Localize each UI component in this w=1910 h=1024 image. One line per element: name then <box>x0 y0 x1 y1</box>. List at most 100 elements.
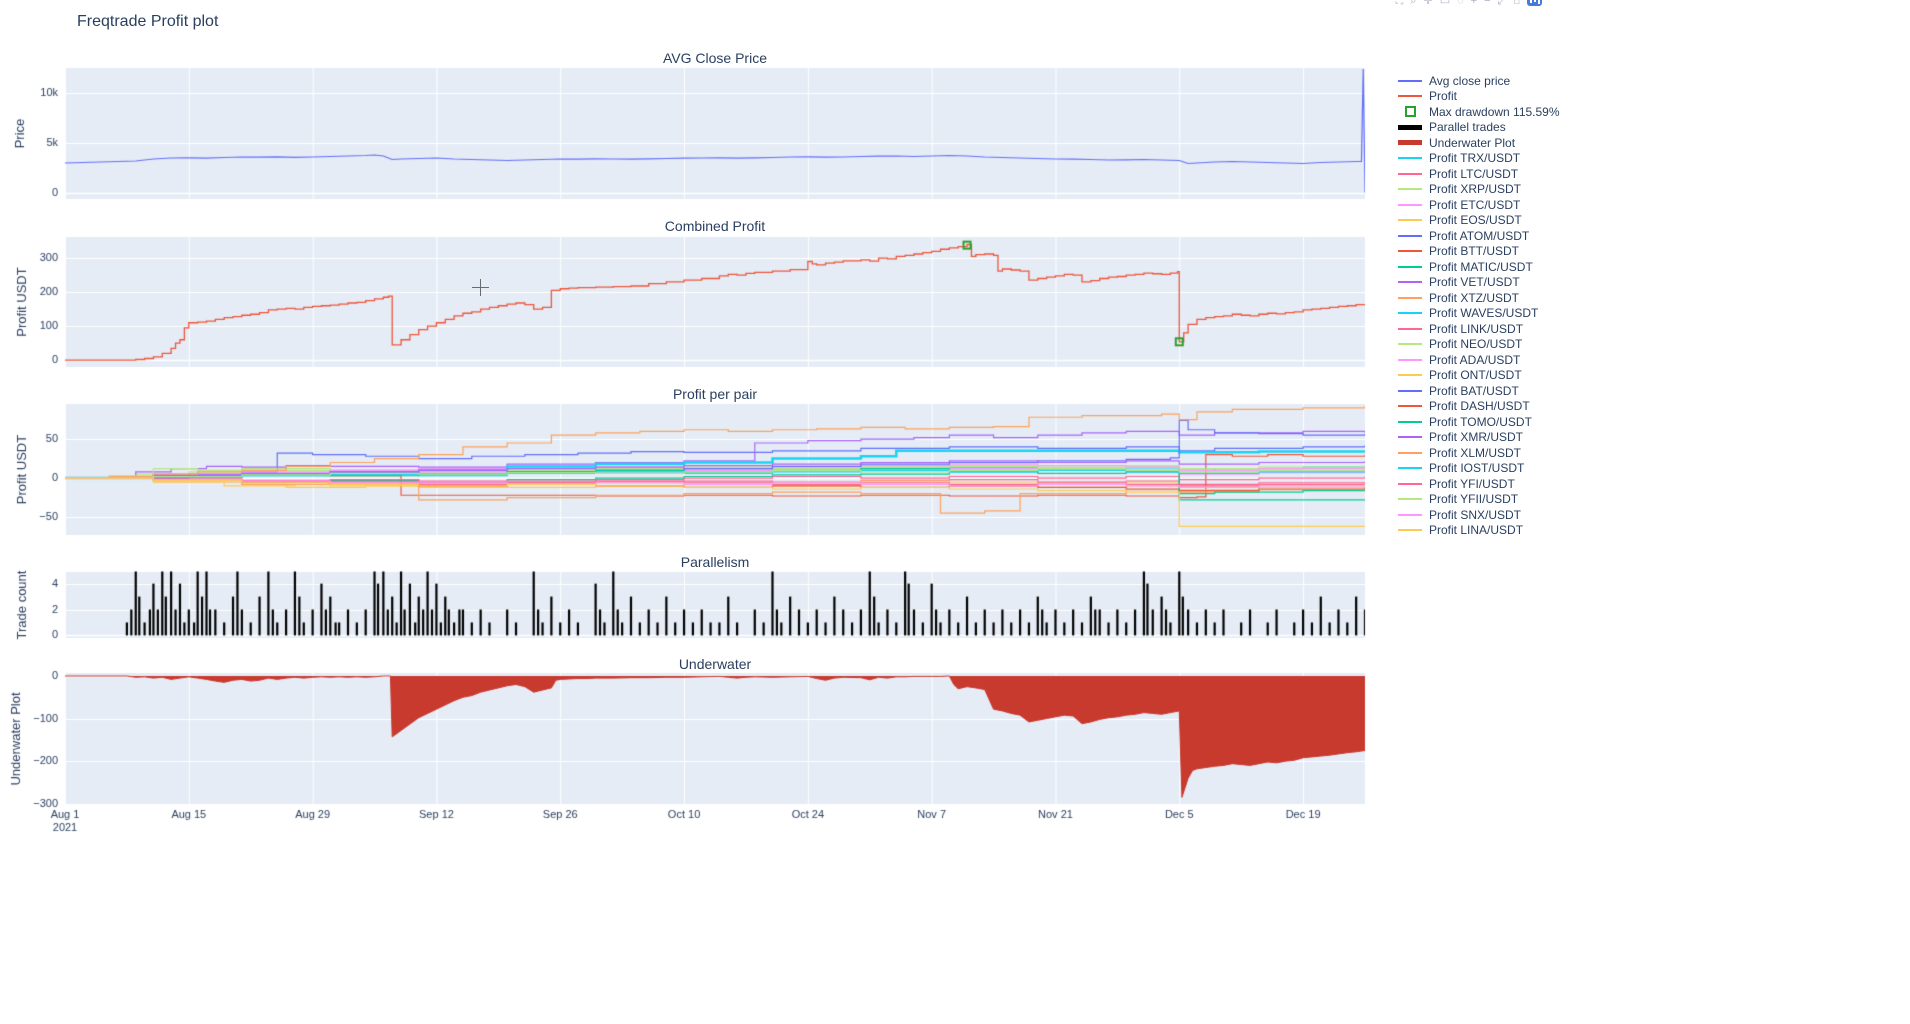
legend-item[interactable]: Profit XMR/USDT <box>1398 430 1560 446</box>
line-swatch-icon <box>1398 451 1424 454</box>
line-swatch-icon <box>1398 188 1424 191</box>
zoom-in-icon[interactable]: + <box>1470 0 1478 7</box>
legend-label: Profit WAVES/USDT <box>1429 306 1539 321</box>
legend-label: Profit BAT/USDT <box>1429 383 1519 398</box>
legend-label: Profit LINK/USDT <box>1429 321 1524 336</box>
legend-label: Profit DASH/USDT <box>1429 399 1530 414</box>
legend-item[interactable]: Profit TOMO/USDT <box>1398 414 1560 430</box>
line-swatch-icon <box>1398 389 1424 392</box>
legend-label: Profit XMR/USDT <box>1429 430 1524 445</box>
autoscale-icon[interactable]: ⤢ <box>1497 0 1507 7</box>
legend-item[interactable]: Profit EOS/USDT <box>1398 213 1560 229</box>
legend-item[interactable]: Parallel trades <box>1398 120 1560 136</box>
thick-line-swatch-icon <box>1398 140 1424 146</box>
lasso-select-icon[interactable]: ◌ <box>1457 0 1464 7</box>
legend-label: Profit ATOM/USDT <box>1429 228 1530 243</box>
legend-label: Profit <box>1429 89 1458 104</box>
legend-label: Profit EOS/USDT <box>1429 213 1522 228</box>
line-swatch-icon <box>1398 157 1424 160</box>
legend-item[interactable]: Profit <box>1398 89 1560 105</box>
thick-line-swatch-icon <box>1398 124 1424 130</box>
legend-item[interactable]: Profit IOST/USDT <box>1398 461 1560 477</box>
legend-label: Profit LTC/USDT <box>1429 166 1519 181</box>
legend-item[interactable]: Profit WAVES/USDT <box>1398 306 1560 322</box>
legend-item[interactable]: Profit BAT/USDT <box>1398 383 1560 399</box>
legend-label: Profit TOMO/USDT <box>1429 414 1532 429</box>
legend-item[interactable]: Max drawdown 115.59% <box>1398 104 1560 120</box>
legend-label: Profit LINA/USDT <box>1429 523 1524 538</box>
subplot-title-underwater: Underwater <box>678 656 752 672</box>
subplot-title-avg-close-price: AVG Close Price <box>663 50 767 66</box>
line-swatch-icon <box>1398 482 1424 485</box>
line-swatch-icon <box>1398 327 1424 330</box>
legend-label: Max drawdown 115.59% <box>1429 104 1560 119</box>
line-swatch-icon <box>1398 95 1424 98</box>
line-swatch-icon <box>1398 436 1424 439</box>
legend-label: Profit TRX/USDT <box>1429 151 1521 166</box>
line-swatch-icon <box>1398 467 1424 470</box>
legend-label: Avg close price <box>1429 73 1511 88</box>
legend: Avg close price Profit Max drawdown 115.59… <box>1398 73 1560 538</box>
legend-item[interactable]: Profit XTZ/USDT <box>1398 290 1560 306</box>
subplot-title-combined-profit: Combined Profit <box>664 218 766 234</box>
legend-item[interactable]: Profit LTC/USDT <box>1398 166 1560 182</box>
legend-label: Profit XTZ/USDT <box>1429 290 1520 305</box>
square-open-swatch-icon <box>1398 106 1424 118</box>
line-swatch-icon <box>1398 498 1424 501</box>
line-swatch-icon <box>1398 265 1424 268</box>
line-swatch-icon <box>1398 219 1424 222</box>
legend-item[interactable]: Profit ADA/USDT <box>1398 352 1560 368</box>
line-swatch-icon <box>1398 343 1424 346</box>
legend-item[interactable]: Profit XRP/USDT <box>1398 182 1560 198</box>
legend-item[interactable]: Profit VET/USDT <box>1398 275 1560 291</box>
line-swatch-icon <box>1398 529 1424 532</box>
legend-item[interactable]: Profit LINA/USDT <box>1398 523 1560 539</box>
legend-label: Profit YFII/USDT <box>1429 492 1519 507</box>
legend-item[interactable]: Profit MATIC/USDT <box>1398 259 1560 275</box>
line-swatch-icon <box>1398 312 1424 315</box>
legend-label: Profit YFI/USDT <box>1429 476 1515 491</box>
line-swatch-icon <box>1398 250 1424 253</box>
pan-icon[interactable]: ✛ <box>1423 0 1433 7</box>
line-swatch-icon <box>1398 513 1424 516</box>
legend-item[interactable]: Profit LINK/USDT <box>1398 321 1560 337</box>
legend-label: Profit MATIC/USDT <box>1429 259 1533 274</box>
legend-item[interactable]: Profit DASH/USDT <box>1398 399 1560 415</box>
legend-item[interactable]: Profit TRX/USDT <box>1398 151 1560 167</box>
legend-item[interactable]: Profit NEO/USDT <box>1398 337 1560 353</box>
legend-item[interactable]: Profit BTT/USDT <box>1398 244 1560 260</box>
line-swatch-icon <box>1398 281 1424 284</box>
legend-item[interactable]: Avg close price <box>1398 73 1560 89</box>
line-swatch-icon <box>1398 172 1424 175</box>
legend-label: Profit XLM/USDT <box>1429 445 1522 460</box>
legend-item[interactable]: Profit ETC/USDT <box>1398 197 1560 213</box>
box-select-icon[interactable]: ▭ <box>1439 0 1451 7</box>
camera-icon[interactable]: ⛶ <box>1395 0 1404 7</box>
line-swatch-icon <box>1398 358 1424 361</box>
legend-item[interactable]: Profit XLM/USDT <box>1398 445 1560 461</box>
line-swatch-icon <box>1398 203 1424 206</box>
legend-label: Profit ONT/USDT <box>1429 368 1522 383</box>
legend-item[interactable]: Profit YFII/USDT <box>1398 492 1560 508</box>
legend-item[interactable]: Profit ATOM/USDT <box>1398 228 1560 244</box>
line-swatch-icon <box>1398 374 1424 377</box>
legend-item[interactable]: Profit SNX/USDT <box>1398 507 1560 523</box>
legend-label: Underwater Plot <box>1429 135 1516 150</box>
legend-item[interactable]: Profit YFI/USDT <box>1398 476 1560 492</box>
subplot-title-profit-per-pair: Profit per pair <box>672 386 758 402</box>
page-title: Freqtrade Profit plot <box>77 13 219 30</box>
reset-axes-icon[interactable]: ⌂ <box>1513 0 1520 7</box>
zoom-out-icon[interactable]: − <box>1484 0 1491 7</box>
line-swatch-icon <box>1398 420 1424 423</box>
legend-label: Profit BTT/USDT <box>1429 244 1520 259</box>
legend-item[interactable]: Underwater Plot <box>1398 135 1560 151</box>
line-swatch-icon <box>1398 405 1424 408</box>
plotly-modebar: ⛶ ⌕ ✛ ▭ ◌ + − ⤢ ⌂ <box>1396 0 1542 7</box>
plotly-logo-icon[interactable] <box>1527 0 1542 6</box>
subplot-title-parallelism: Parallelism <box>680 554 750 570</box>
line-swatch-icon <box>1398 234 1424 237</box>
legend-label: Profit ETC/USDT <box>1429 197 1521 212</box>
zoom-icon[interactable]: ⌕ <box>1410 0 1417 7</box>
legend-item[interactable]: Profit ONT/USDT <box>1398 368 1560 384</box>
